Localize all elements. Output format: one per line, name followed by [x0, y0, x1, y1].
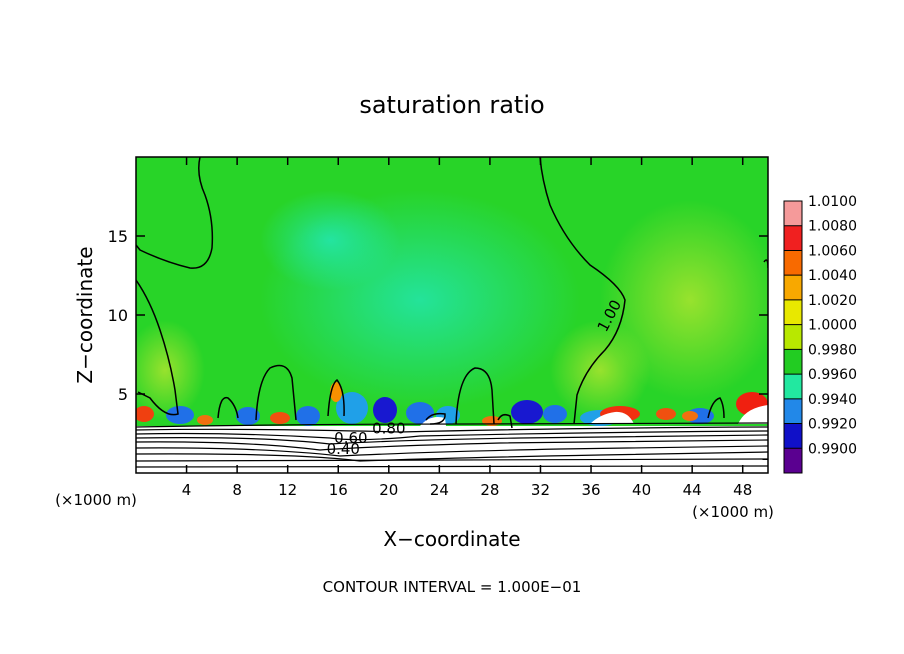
chart-title: saturation ratio [359, 91, 544, 119]
colorbar-swatch [784, 275, 802, 300]
colorbar-label: 0.9920 [808, 417, 857, 433]
colorbar-label: 1.0100 [808, 194, 857, 210]
y-tick-label: 5 [118, 385, 128, 404]
contour-interval-note: CONTOUR INTERVAL = 1.000E−01 [323, 578, 582, 596]
colorbar-label: 0.9900 [808, 441, 857, 457]
plot-area [136, 157, 768, 473]
colorbar-swatch [784, 423, 802, 449]
x-tick-label: 12 [278, 481, 297, 499]
colorbar-swatch [784, 225, 802, 251]
x-tick-label: 4 [182, 481, 192, 499]
x-axis-label: X−coordinate [383, 527, 520, 551]
y-tick-label: 15 [108, 227, 128, 246]
colorbar-swatch [784, 299, 802, 325]
colorbar-label: 0.9980 [808, 342, 857, 358]
x-tick-label: 40 [632, 481, 651, 499]
colorbar-label: 1.0060 [808, 243, 857, 259]
x-tick-label: 20 [379, 481, 398, 499]
contour-label: 0.60 [334, 429, 367, 447]
colorbar-label: 1.0040 [808, 268, 857, 284]
x-unit-right: (×1000 m) [692, 503, 774, 521]
colorbar-label: 1.0080 [808, 219, 857, 235]
y-axis: 5 10 15 [108, 227, 768, 404]
colorbar-swatch [784, 324, 802, 350]
y-tick-label: 10 [108, 306, 128, 325]
moist-region [260, 190, 400, 290]
colorbar-label: 1.0000 [808, 318, 857, 334]
colorbar-swatch [784, 201, 802, 226]
x-tick-label: 32 [531, 481, 550, 499]
x-tick-label: 48 [733, 481, 752, 499]
colorbar-label: 1.0020 [808, 293, 857, 309]
x-axis: 4 8 12 16 20 24 28 32 36 40 44 48 [182, 157, 752, 499]
x-tick-label: 24 [430, 481, 449, 499]
colorbar-label: 0.9940 [808, 392, 857, 408]
x-tick-label: 36 [581, 481, 600, 499]
y-axis-label: Z−coordinate [73, 246, 97, 383]
supersat-region [136, 320, 205, 420]
x-tick-label: 44 [683, 481, 702, 499]
contour-label: 0.80 [372, 420, 405, 438]
colorbar-swatch [784, 398, 802, 424]
supersat-region [550, 320, 650, 420]
contour-lines [136, 157, 768, 429]
colorbar: 1.0100 1.0080 1.0060 1.0040 1.0020 1.0000 0.99… [783, 194, 857, 474]
subsaturated-contours [136, 422, 768, 468]
x-tick-label: 28 [480, 481, 499, 499]
colorbar-swatch [784, 374, 802, 399]
x-unit-left: (×1000 m) [55, 491, 137, 509]
colorbar-label: 0.9960 [808, 367, 857, 383]
contour-label: 0.40 [327, 440, 360, 458]
colorbar-swatch [784, 349, 802, 375]
x-tick-label: 16 [329, 481, 348, 499]
colorbar-swatch [784, 250, 802, 276]
colorbar-swatch [784, 448, 802, 473]
x-tick-label: 8 [232, 481, 242, 499]
